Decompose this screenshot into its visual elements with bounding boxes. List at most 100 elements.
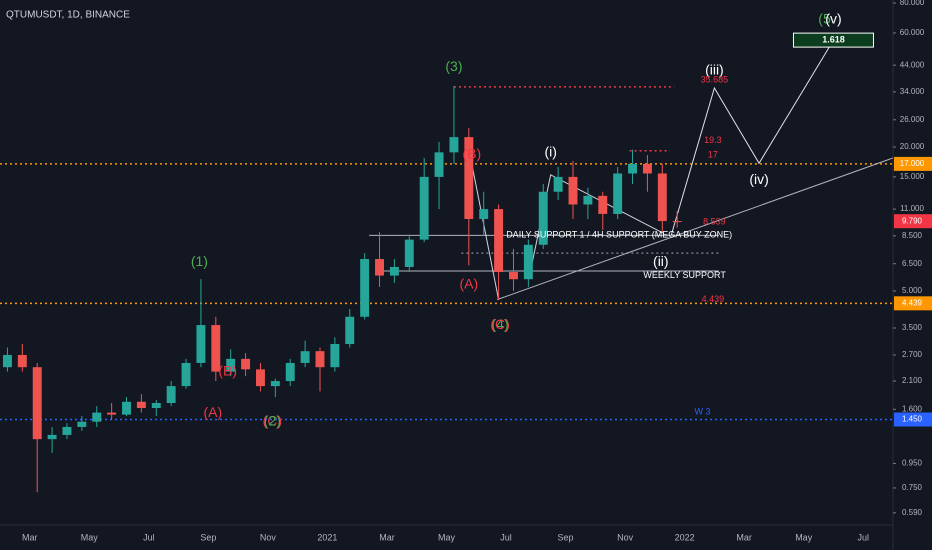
- candle-body: [464, 137, 474, 219]
- candle-body: [151, 402, 161, 408]
- candle-body: [672, 221, 682, 223]
- wave-label: (C): [490, 316, 509, 332]
- chart-title: QTUMUSDT, 1D, BINANCE: [6, 10, 130, 21]
- annotation-label: 1.618: [822, 34, 845, 44]
- wave-label: (i): [544, 144, 556, 160]
- level-label: 1.450: [902, 415, 923, 424]
- wave-label: (A): [459, 276, 478, 292]
- wave-label: (B): [218, 362, 237, 378]
- y-tick-label: 60.000: [900, 28, 925, 37]
- candle-body: [568, 176, 578, 205]
- candle-body: [255, 369, 265, 387]
- wave-label: (4): [492, 316, 509, 332]
- candle-body: [47, 434, 57, 440]
- wave-label: (iii): [705, 62, 724, 78]
- candle-body: [494, 209, 504, 273]
- candle-body: [241, 358, 251, 370]
- candle-body: [642, 163, 652, 174]
- candle-body: [32, 367, 42, 440]
- candle-body: [226, 358, 236, 372]
- y-tick-label: 26.000: [900, 115, 925, 124]
- x-tick-label: Mar: [736, 532, 752, 542]
- y-tick-label: 2.700: [902, 350, 923, 359]
- x-tick-label: Sep: [200, 532, 216, 542]
- level-box: [894, 296, 932, 311]
- x-tick-label: 2022: [675, 532, 695, 542]
- candle-body: [404, 239, 414, 267]
- candle-body: [657, 173, 667, 222]
- candle-body: [479, 209, 489, 219]
- x-tick-label: Sep: [558, 532, 574, 542]
- wave-label: (ii): [653, 253, 669, 269]
- level-box: [894, 412, 932, 427]
- wave-label: (2): [264, 412, 281, 428]
- wave-label: (C): [263, 412, 282, 428]
- candle-body: [628, 163, 638, 174]
- x-tick-label: Nov: [617, 532, 634, 542]
- x-tick-label: Jul: [143, 532, 155, 542]
- candle-body: [523, 244, 533, 280]
- candle-body: [136, 401, 146, 408]
- x-tick-label: May: [81, 532, 99, 542]
- annotation-label: 35.685: [701, 75, 729, 85]
- annotation-label: 4.439: [702, 294, 725, 304]
- candle-body: [300, 351, 310, 363]
- drawing-line: [670, 39, 834, 236]
- drawing-line: [496, 157, 894, 301]
- candle-body: [553, 176, 563, 192]
- annotation-label: 8.539: [703, 217, 726, 227]
- wave-label: (v): [825, 11, 841, 27]
- y-tick-label: 0.590: [902, 508, 923, 517]
- candle-body: [419, 176, 429, 240]
- candle-body: [345, 316, 355, 345]
- y-tick-label: 5.000: [902, 286, 923, 295]
- annotation-box: [792, 32, 874, 48]
- candle-body: [181, 362, 191, 387]
- level-label: 17.000: [900, 159, 925, 168]
- candle-body: [196, 325, 206, 363]
- last-price-box: [894, 214, 932, 229]
- y-tick-label: 80.000: [900, 0, 925, 7]
- drawing-line: [471, 163, 500, 300]
- y-tick-label: 2.100: [902, 376, 923, 385]
- candle-body: [509, 272, 518, 280]
- y-tick-label: 3.500: [902, 323, 923, 332]
- y-tick-label: 44.000: [900, 60, 925, 69]
- annotation-label: DAILY SUPPORT 1 / 4H SUPPORT (MEGA BUY Z…: [506, 230, 732, 240]
- candle-body: [583, 195, 593, 205]
- x-tick-label: Jul: [500, 532, 512, 542]
- candle-body: [538, 191, 548, 245]
- candle-body: [613, 173, 623, 214]
- candle-body: [375, 259, 384, 276]
- candle-body: [17, 354, 27, 368]
- annotation-label: 17: [708, 149, 718, 159]
- candle-body: [330, 344, 340, 368]
- wave-label: (B): [462, 145, 481, 161]
- wave-label: (1): [191, 253, 208, 269]
- candle-body: [360, 259, 370, 317]
- y-tick-label: 34.000: [900, 87, 925, 96]
- wave-label: (iv): [749, 171, 768, 187]
- candle-body: [211, 325, 221, 372]
- y-tick-label: 11.000: [900, 204, 924, 213]
- x-tick-label: Mar: [22, 532, 38, 542]
- candle-body: [107, 412, 117, 415]
- x-tick-label: 2021: [317, 532, 337, 542]
- y-tick-label: 0.950: [902, 459, 923, 468]
- candle-body: [122, 401, 131, 415]
- x-tick-label: Mar: [379, 532, 395, 542]
- level-box: [894, 156, 932, 171]
- y-tick-label: 1.600: [902, 404, 923, 413]
- candle-body: [315, 351, 325, 368]
- x-tick-label: May: [795, 532, 813, 542]
- candle-body: [62, 426, 72, 435]
- wave-label: (A): [203, 404, 222, 420]
- y-tick-label: 8.500: [902, 231, 923, 240]
- y-tick-label: 20.000: [900, 142, 925, 151]
- x-tick-label: May: [438, 532, 456, 542]
- y-tick-label: 15.000: [900, 172, 925, 181]
- wave-label: (3): [445, 58, 462, 74]
- x-tick-label: Nov: [260, 532, 277, 542]
